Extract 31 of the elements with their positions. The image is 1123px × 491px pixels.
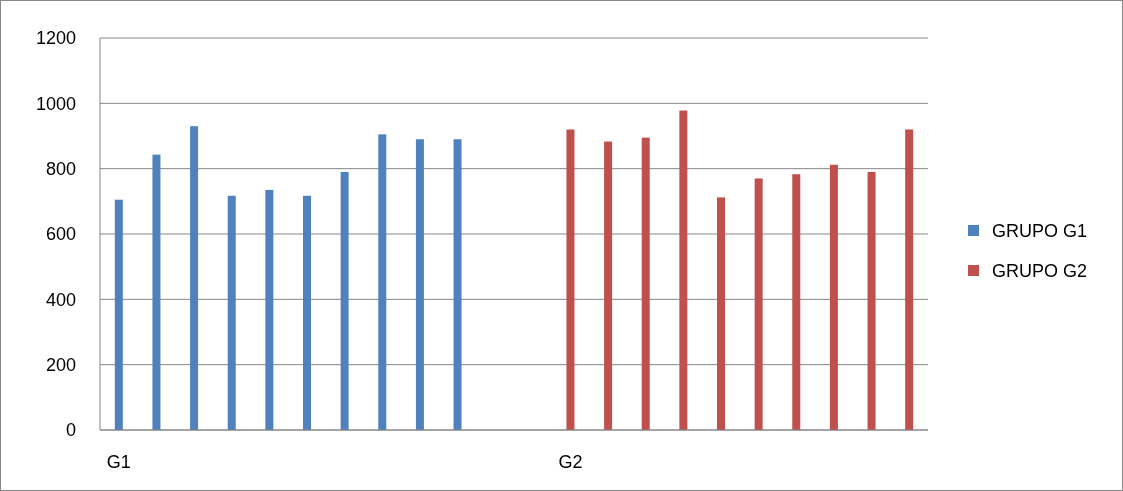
bar [114, 199, 123, 430]
bar [303, 195, 311, 430]
bar [378, 134, 387, 430]
y-tick-label: 1200 [35, 28, 76, 49]
y-tick-label: 200 [45, 354, 76, 375]
bar [190, 126, 199, 430]
x-tick-label: G2 [558, 452, 583, 472]
legend-label: GRUPO G2 [992, 261, 1088, 282]
legend-label: GRUPO G1 [992, 221, 1088, 242]
bar [152, 154, 161, 430]
bar [641, 137, 650, 430]
y-tick-label: 600 [45, 224, 76, 245]
bar [415, 139, 424, 430]
y-tick-label: 0 [65, 420, 76, 441]
bar [754, 178, 763, 430]
bar [227, 195, 236, 430]
bar [717, 197, 725, 430]
bar [679, 110, 688, 430]
bar [453, 139, 462, 430]
y-tick-label: 800 [45, 158, 76, 179]
x-tick-label: G1 [106, 452, 131, 472]
y-tick-label: 400 [45, 289, 76, 310]
bar [905, 129, 914, 430]
bar [867, 171, 876, 430]
bar [604, 141, 613, 430]
bar [566, 129, 575, 430]
bar [792, 174, 801, 430]
bar [829, 164, 838, 430]
y-tick-label: 1000 [35, 93, 76, 114]
bar [340, 171, 349, 430]
bar [265, 189, 274, 430]
